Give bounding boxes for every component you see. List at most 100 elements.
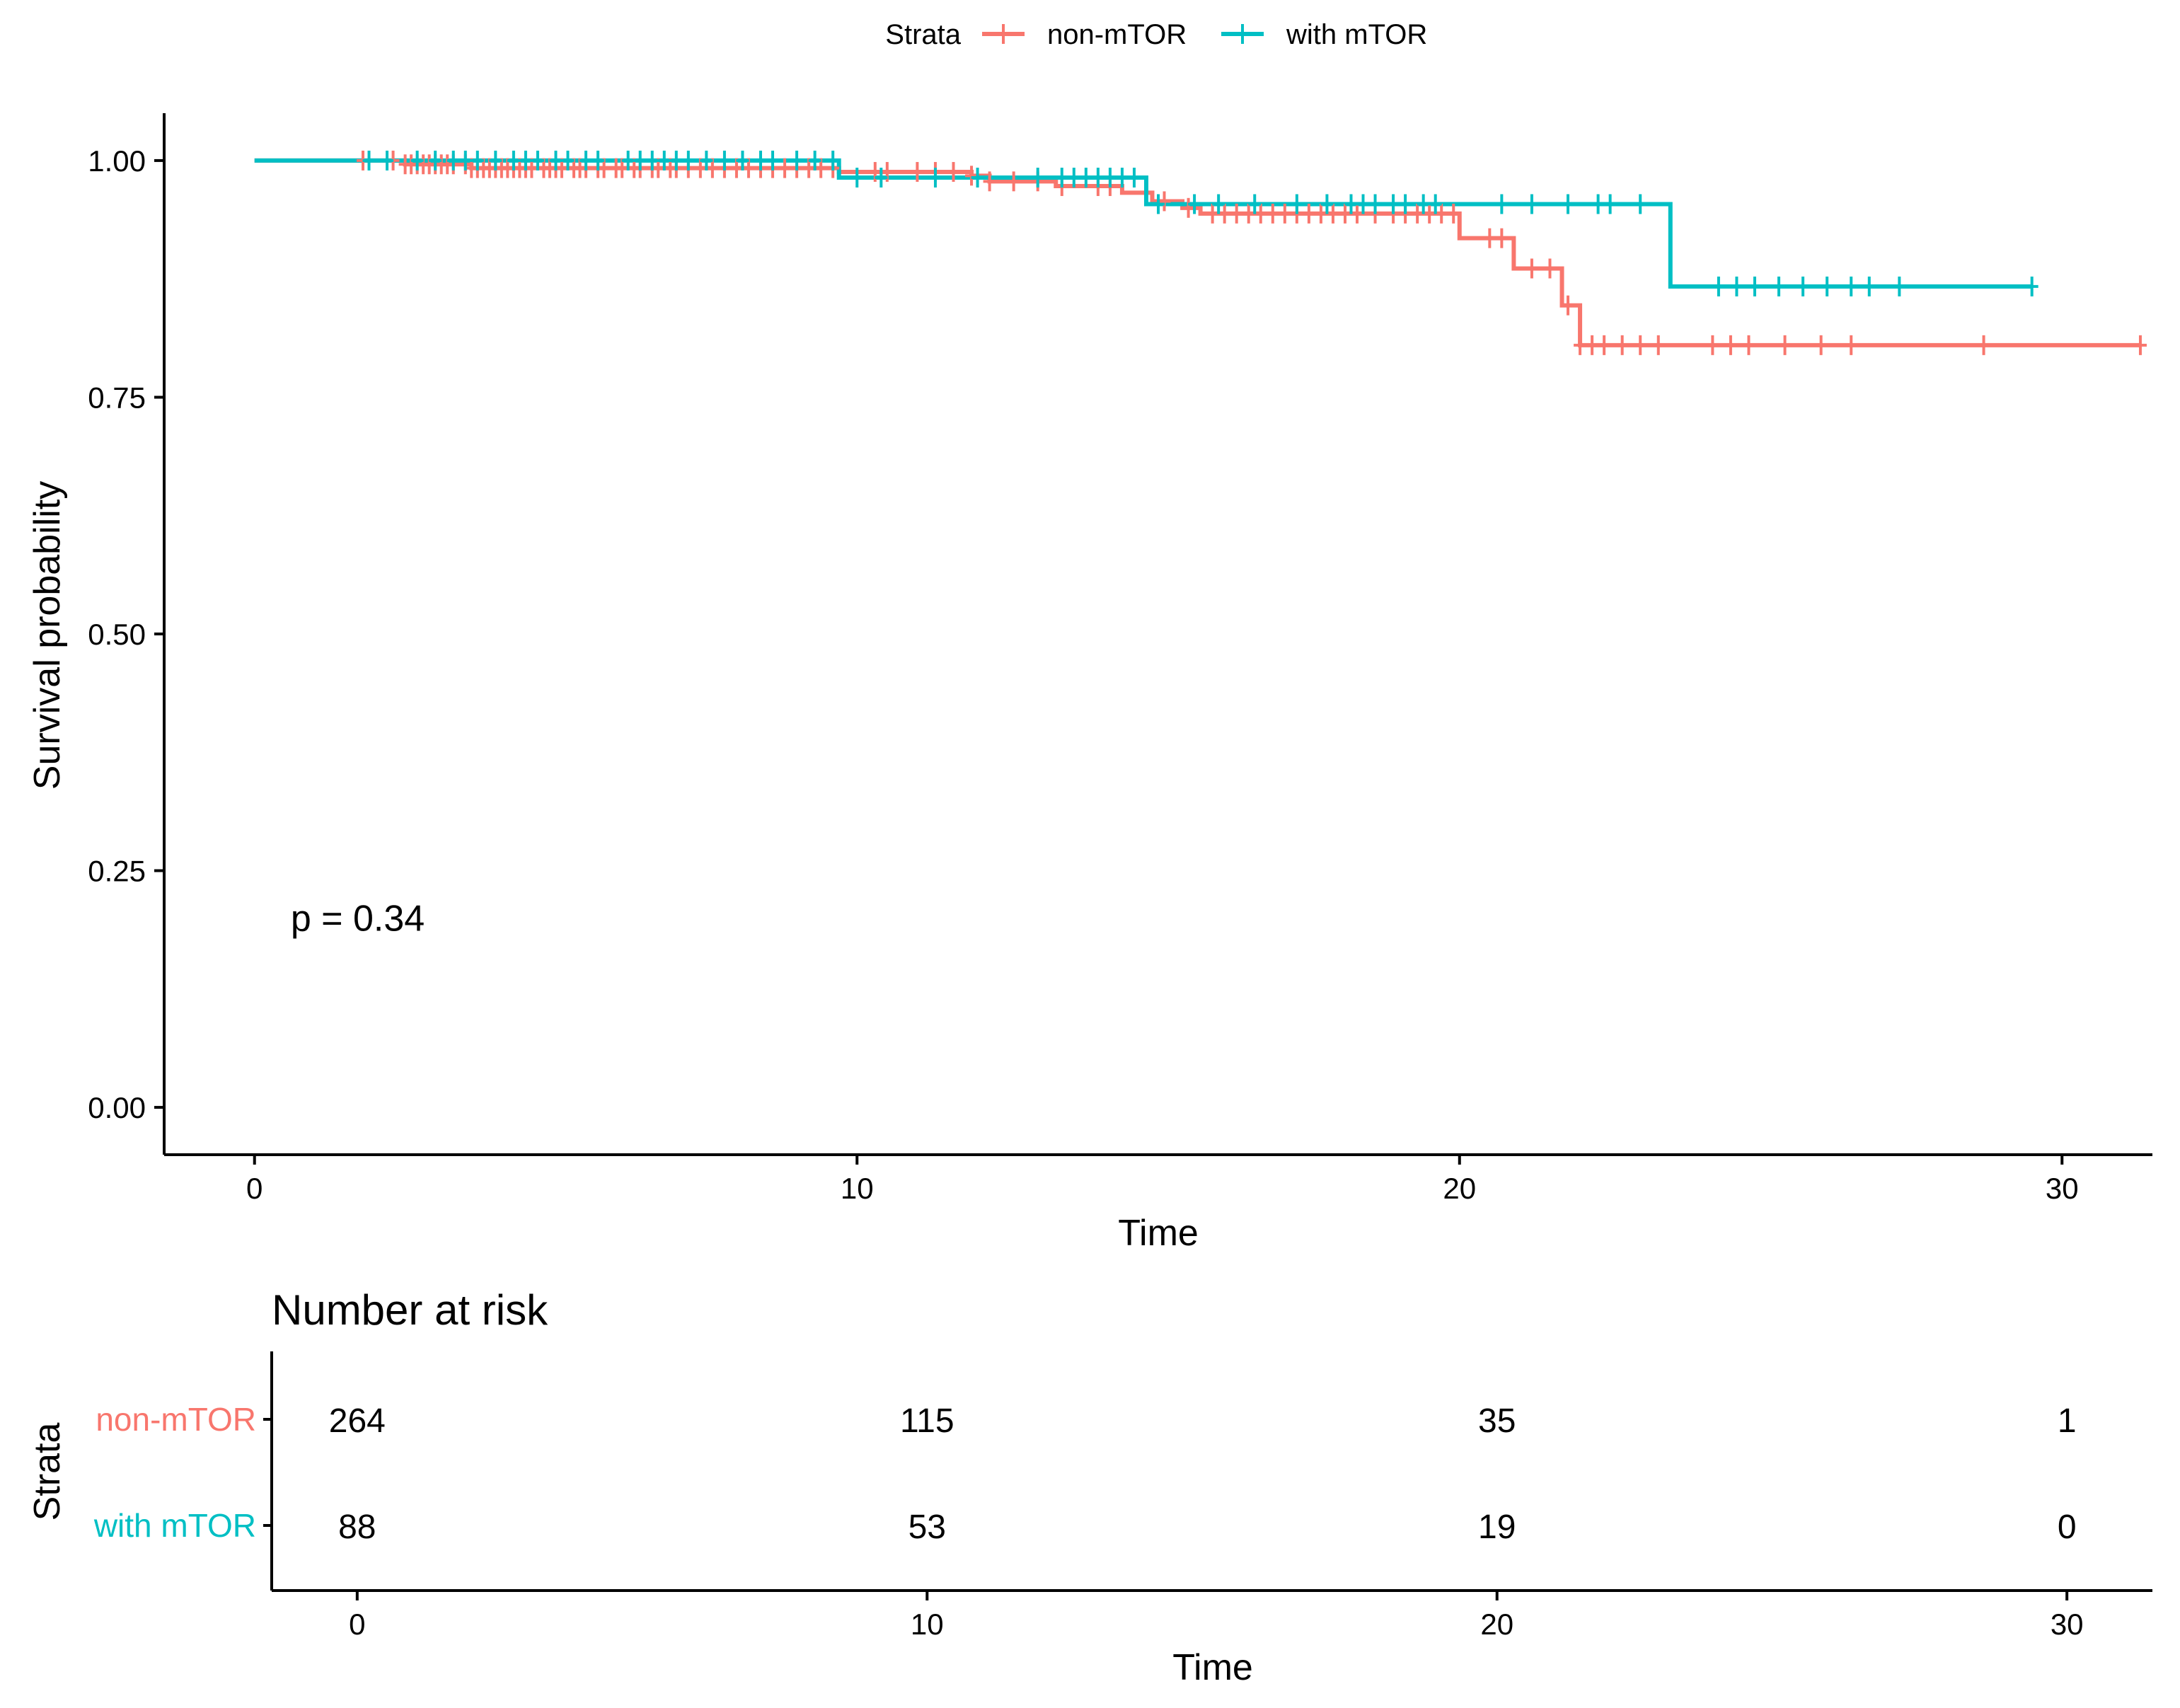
risk-cell-value: 264 <box>329 1402 386 1440</box>
y-axis-label: Survival probability <box>27 481 68 790</box>
censor-mark <box>1893 276 1906 296</box>
risk-cell-value: 88 <box>338 1508 376 1546</box>
censor-mark <box>1031 167 1044 187</box>
censor-mark <box>1351 203 1363 224</box>
legend-item-non-mtor: non-mTOR <box>982 19 1187 50</box>
censor-mark <box>1634 335 1647 355</box>
x-axis-label: Time <box>1118 1213 1199 1254</box>
censor-marks <box>357 150 2147 355</box>
censor-mark <box>1724 335 1737 355</box>
censor-mark <box>657 150 671 171</box>
censor-mark <box>429 150 442 171</box>
y-tick-label: 1.00 <box>88 144 146 178</box>
risk-cell-value: 53 <box>909 1508 946 1546</box>
censor-mark <box>1206 203 1219 224</box>
y-tick-label: 0.50 <box>88 618 146 651</box>
censor-mark <box>1326 203 1339 224</box>
censor-mark <box>1290 194 1303 214</box>
censor-mark <box>633 150 647 171</box>
censor-mark <box>1314 203 1327 224</box>
censor-mark <box>1447 203 1460 224</box>
risk-cell-value: 19 <box>1478 1508 1516 1546</box>
censor-mark <box>1230 203 1243 224</box>
censor-mark <box>1067 167 1080 187</box>
censor-mark <box>1495 194 1509 214</box>
censor-mark <box>1055 167 1068 187</box>
censor-mark <box>507 150 520 171</box>
censor-mark <box>1495 228 1509 248</box>
censor-mark <box>1562 194 1575 214</box>
censor-mark <box>1338 203 1351 224</box>
censor-mark <box>1127 167 1141 187</box>
censor-mark <box>736 150 749 171</box>
censor-mark <box>1399 194 1412 214</box>
censor-mark <box>645 150 659 171</box>
censor-mark <box>1356 194 1370 214</box>
censor-mark <box>1115 167 1129 187</box>
censor-mark <box>766 150 780 171</box>
censor-mark <box>531 150 544 171</box>
censor-mark <box>549 150 563 171</box>
censor-mark <box>1748 276 1761 296</box>
censor-mark <box>911 161 924 182</box>
censor-mark <box>446 150 460 171</box>
censor-mark <box>1814 335 1828 355</box>
censor-mark <box>519 150 532 171</box>
risk-x-tick-label: 0 <box>349 1608 365 1641</box>
censor-mark <box>1615 335 1629 355</box>
censor-mark <box>1712 276 1725 296</box>
censor-mark <box>1344 194 1358 214</box>
x-tick-label: 20 <box>1443 1172 1476 1205</box>
censor-mark <box>1278 203 1291 224</box>
censor-mark <box>459 150 472 171</box>
censor-mark <box>790 150 804 171</box>
censor-mark <box>471 150 484 171</box>
risk-table-title: Number at risk <box>272 1286 548 1334</box>
censor-mark <box>1212 194 1225 214</box>
censor-mark <box>2133 335 2147 355</box>
censor-mark <box>1368 194 1382 214</box>
censor-mark <box>1706 335 1719 355</box>
censor-mark <box>362 150 376 171</box>
censor-mark <box>621 150 635 171</box>
censor-mark <box>1429 194 1442 214</box>
censor-mark <box>1778 335 1792 355</box>
censor-mark <box>1387 194 1400 214</box>
censor-mark <box>1435 203 1448 224</box>
legend-label: non-mTOR <box>1047 19 1187 50</box>
censor-mark <box>1634 194 1647 214</box>
risk-x-axis-label: Time <box>1172 1647 1253 1688</box>
x-tick-label: 10 <box>841 1172 874 1205</box>
censor-mark <box>983 171 996 192</box>
risk-cell-value: 0 <box>2058 1508 2077 1546</box>
censor-mark <box>1603 194 1617 214</box>
censor-mark <box>928 167 942 187</box>
legend-label: with mTOR <box>1286 19 1427 50</box>
censor-mark <box>965 166 979 186</box>
censor-mark <box>1845 335 1858 355</box>
censor-mark <box>1742 335 1755 355</box>
censor-mark <box>700 150 713 171</box>
risk-cell-value: 1 <box>2058 1402 2077 1440</box>
survival-axes: 0.00 0.25 0.50 0.75 1.00 0 10 20 30 <box>88 113 2152 1205</box>
censor-mark <box>1158 191 1171 212</box>
censor-mark <box>1242 203 1255 224</box>
censor-mark <box>1182 197 1195 218</box>
censor-mark <box>1091 167 1105 187</box>
p-value-annotation: p = 0.34 <box>291 898 425 939</box>
censor-mark <box>1254 203 1267 224</box>
censor-mark <box>1598 335 1611 355</box>
legend-title: Strata <box>885 19 961 50</box>
censor-mark <box>592 150 605 171</box>
censor-mark <box>875 167 888 187</box>
censor-mark <box>1417 194 1430 214</box>
censor-mark <box>1218 203 1231 224</box>
x-tick-label: 30 <box>2046 1172 2079 1205</box>
y-tick-label: 0.75 <box>88 381 146 414</box>
censor-mark <box>1302 203 1315 224</box>
censor-mark <box>1248 194 1262 214</box>
censor-mark <box>489 150 502 171</box>
